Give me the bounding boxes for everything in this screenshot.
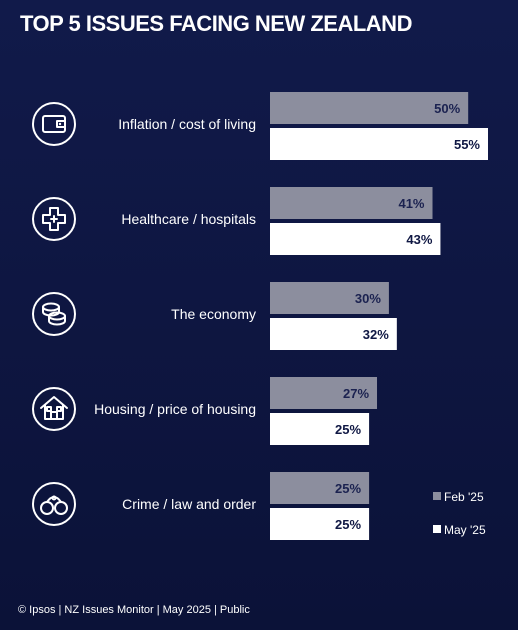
house-icon <box>32 387 76 431</box>
category-group: Crime / law and order 25% 25% <box>32 472 370 540</box>
legend-label: May '25 <box>444 523 486 537</box>
bar-may <box>270 318 397 350</box>
category-label: Housing / price of housing <box>94 401 256 417</box>
legend-item: Feb '25 <box>433 490 484 504</box>
legend-swatch <box>433 492 441 500</box>
category-label: The economy <box>171 306 256 322</box>
medical-cross-icon <box>32 197 76 241</box>
footer-source: © Ipsos | NZ Issues Monitor | May 2025 |… <box>18 604 250 616</box>
handcuffs-icon <box>32 482 76 526</box>
bar-may <box>270 508 370 540</box>
category-group: Inflation / cost of living 50% 55% <box>32 92 488 160</box>
data-label: 32% <box>363 327 389 342</box>
bar-may <box>270 128 488 160</box>
chart-title: TOP 5 ISSUES FACING NEW ZEALAND <box>20 11 412 36</box>
bar-may <box>270 223 441 255</box>
category-label: Crime / law and order <box>122 496 256 512</box>
bar-feb <box>270 92 469 124</box>
data-label: 50% <box>434 101 460 116</box>
data-label: 55% <box>454 137 480 152</box>
bar-may <box>270 413 370 445</box>
category-group: The economy 30% 32% <box>32 282 397 350</box>
data-label: 25% <box>335 422 361 437</box>
category-label: Inflation / cost of living <box>118 116 256 132</box>
category-group: Housing / price of housing 27% 25% <box>32 377 378 445</box>
data-label: 41% <box>398 196 424 211</box>
data-label: 25% <box>335 481 361 496</box>
data-label: 30% <box>355 291 381 306</box>
legend-swatch <box>433 525 441 533</box>
legend-label: Feb '25 <box>444 490 484 504</box>
coins-icon <box>32 292 76 336</box>
wallet-icon <box>32 102 76 146</box>
legend: Feb '25 May '25 <box>433 490 486 537</box>
bar-chart: Inflation / cost of living 50% 55% Healthca… <box>32 92 488 540</box>
legend-item: May '25 <box>433 523 486 537</box>
bar-feb <box>270 377 378 409</box>
data-label: 27% <box>343 386 369 401</box>
data-label: 25% <box>335 517 361 532</box>
bar-feb <box>270 282 389 314</box>
bar-feb <box>270 187 433 219</box>
category-label: Healthcare / hospitals <box>121 211 256 227</box>
data-label: 43% <box>406 232 432 247</box>
bar-feb <box>270 472 370 504</box>
category-group: Healthcare / hospitals 41% 43% <box>32 187 441 255</box>
